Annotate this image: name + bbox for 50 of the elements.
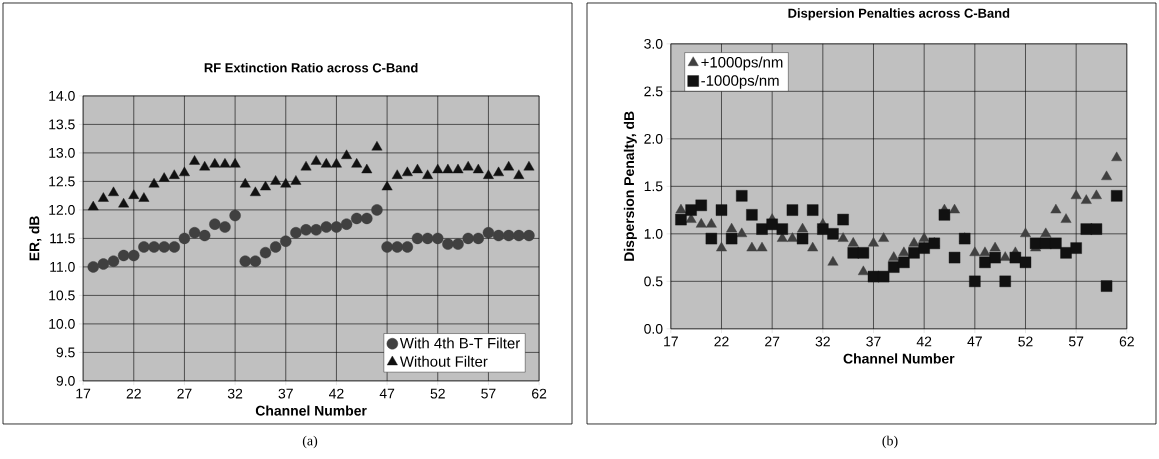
legend-label: -1000ps/nm [701, 74, 779, 89]
y-tick-label: 13.5 [49, 119, 75, 130]
x-tick-label: 52 [430, 388, 445, 399]
y-tick-label: 1.0 [644, 228, 663, 239]
x-tick-label: 37 [278, 388, 293, 399]
x-tick-label: 47 [967, 336, 982, 347]
y-tick-label: 9.5 [56, 347, 75, 358]
legend-label: With 4th B-T Filter [399, 337, 520, 349]
y-tick-label: 11.5 [50, 233, 75, 244]
chart-title: Dispersion Penalties across C-Band [788, 8, 1010, 21]
y-tick-label: 14.0 [49, 90, 75, 101]
x-axis-title: Channel Number [255, 405, 367, 416]
y-axis-title: ER, dB [29, 216, 42, 261]
legend-label: Without Filter [399, 355, 488, 367]
x-tick-label: 47 [379, 388, 395, 399]
y-tick-label: 3.0 [644, 38, 663, 49]
x-tick-label: 62 [1119, 336, 1134, 347]
x-tick-label: 32 [815, 336, 830, 347]
x-tick-label: 17 [664, 336, 678, 347]
y-tick-label: 10.0 [49, 318, 75, 329]
y-tick-label: 0.5 [644, 276, 663, 287]
x-tick-label: 22 [126, 388, 141, 399]
y-tick-label: 2.5 [644, 86, 663, 97]
x-tick-label: 17 [76, 388, 91, 399]
y-tick-label: 0.0 [644, 323, 663, 334]
legend-label: +1000ps/nm [701, 56, 783, 71]
x-tick-label: 22 [714, 336, 729, 347]
x-tick-label: 57 [481, 388, 496, 399]
x-tick-label: 27 [177, 388, 192, 399]
y-axis-title: Dispersion Penalty, dB [623, 111, 637, 261]
y-tick-label: 12.5 [49, 176, 75, 187]
y-tick-label: 10.5 [49, 290, 75, 301]
x-tick-label: 42 [328, 388, 344, 399]
text: (a) [302, 435, 318, 449]
x-tick-label: 27 [765, 336, 780, 347]
x-axis-title: Channel Number [843, 353, 955, 364]
y-tick-label: 13.0 [49, 147, 75, 158]
x-tick-label: 37 [866, 336, 881, 347]
text: (b) [882, 435, 898, 449]
x-tick-label: 42 [916, 336, 932, 347]
y-tick-label: 11.0 [50, 261, 75, 272]
x-tick-label: 52 [1018, 336, 1033, 347]
x-tick-label: 32 [227, 388, 243, 399]
x-tick-label: 62 [532, 388, 547, 399]
y-tick-label: 12.0 [49, 204, 75, 215]
chart-title: RF Extinction Ratio across C-Band [204, 62, 418, 73]
y-tick-label: 2.0 [644, 133, 663, 144]
x-tick-label: 57 [1068, 336, 1084, 347]
y-tick-label: 1.5 [644, 181, 663, 192]
y-tick-label: 9.0 [56, 375, 75, 386]
